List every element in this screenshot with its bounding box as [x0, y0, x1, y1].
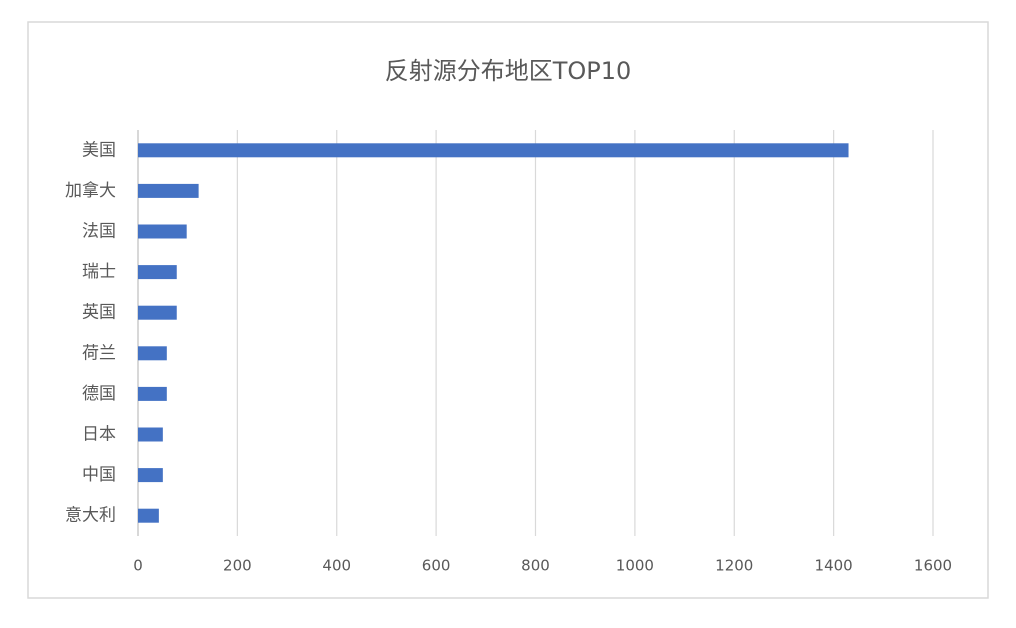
x-tick-label: 0	[133, 557, 143, 575]
bar	[138, 386, 167, 401]
x-tick-label: 800	[521, 557, 550, 575]
bar	[138, 468, 163, 483]
x-tick-label: 1200	[715, 557, 753, 575]
bar	[138, 508, 159, 523]
y-tick-label: 美国	[82, 140, 116, 160]
bar	[138, 224, 187, 239]
x-tick-label: 1000	[616, 557, 654, 575]
y-tick-label: 意大利	[65, 506, 116, 526]
y-tick-label: 加拿大	[65, 180, 116, 201]
x-tick-label: 200	[223, 557, 252, 575]
x-tick-label: 400	[322, 557, 351, 575]
y-tick-label: 日本	[82, 425, 116, 445]
bar	[138, 305, 177, 320]
y-tick-label: 英国	[82, 303, 116, 323]
bar	[138, 183, 199, 198]
bar	[138, 265, 177, 280]
y-tick-label: 中国	[82, 465, 116, 485]
x-tick-label: 1600	[914, 557, 952, 575]
x-tick-label: 600	[422, 557, 451, 575]
y-tick-label: 德国	[82, 384, 116, 404]
y-tick-label: 法国	[82, 222, 116, 242]
bar	[138, 346, 167, 361]
y-tick-label: 荷兰	[82, 343, 116, 363]
bar	[138, 427, 163, 442]
chart-frame	[27, 21, 989, 599]
y-tick-label: 瑞士	[82, 262, 116, 282]
chart-title: 反射源分布地区TOP10	[385, 57, 632, 85]
x-tick-label: 1400	[815, 557, 853, 575]
bar	[138, 143, 849, 158]
